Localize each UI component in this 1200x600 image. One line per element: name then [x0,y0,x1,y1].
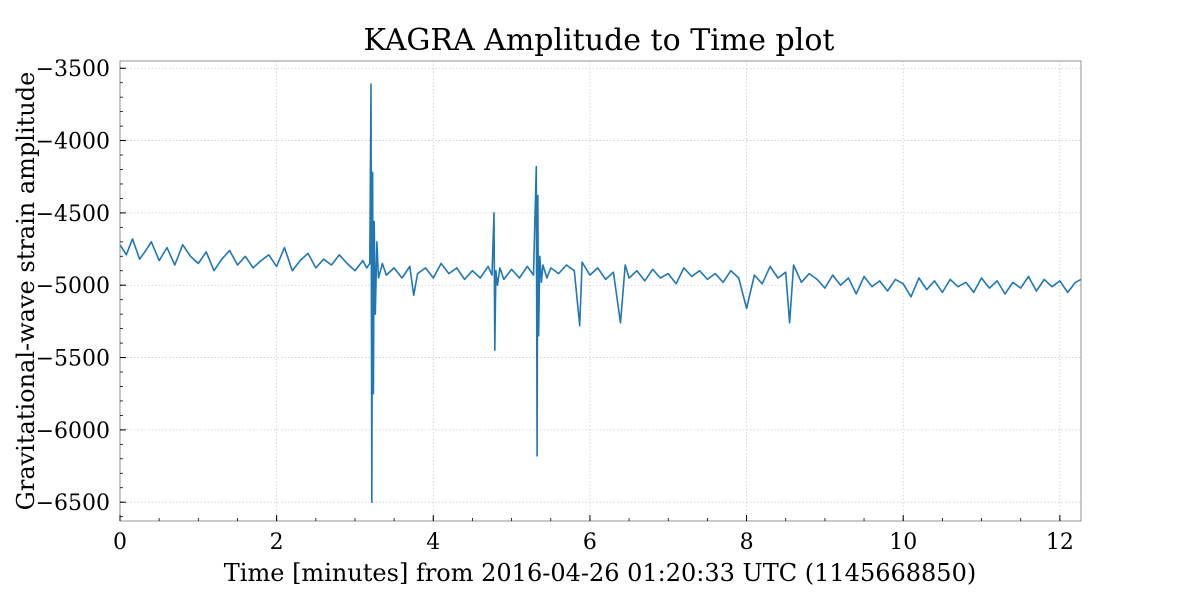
y-tick-label: −4000 [36,130,110,155]
y-tick-label: −5000 [36,274,110,299]
y-tick-label: −6000 [36,419,110,444]
y-tick-label: −6500 [36,491,110,516]
chart-title: KAGRA Amplitude to Time plot [364,23,835,58]
grid [119,61,1081,521]
x-axis-label: Time [minutes] from 2016-04-26 01:20:33 … [224,559,976,587]
y-tick-label: −3500 [36,57,110,82]
x-tick-label: 4 [426,530,440,555]
x-tick-label: 10 [889,530,917,555]
data-area [120,83,1081,503]
y-tick-label: −4500 [36,202,110,227]
x-tick-label: 12 [1046,530,1074,555]
series-line [120,83,1081,503]
y-axis-label: Gravitational-wave strain amplitude [12,72,40,511]
y-tick-label: −5500 [36,347,110,372]
x-tick-label: 6 [583,530,597,555]
x-tick-label: 8 [740,530,754,555]
x-tick-label: 0 [113,530,127,555]
axes [119,60,1082,522]
ticks: 0 2 4 6 8 10 12 −3500 −4000 −4500 −5000 −5500 −6000 −… [36,57,1074,555]
x-tick-label: 2 [270,530,284,555]
plot-frame [119,60,1082,522]
